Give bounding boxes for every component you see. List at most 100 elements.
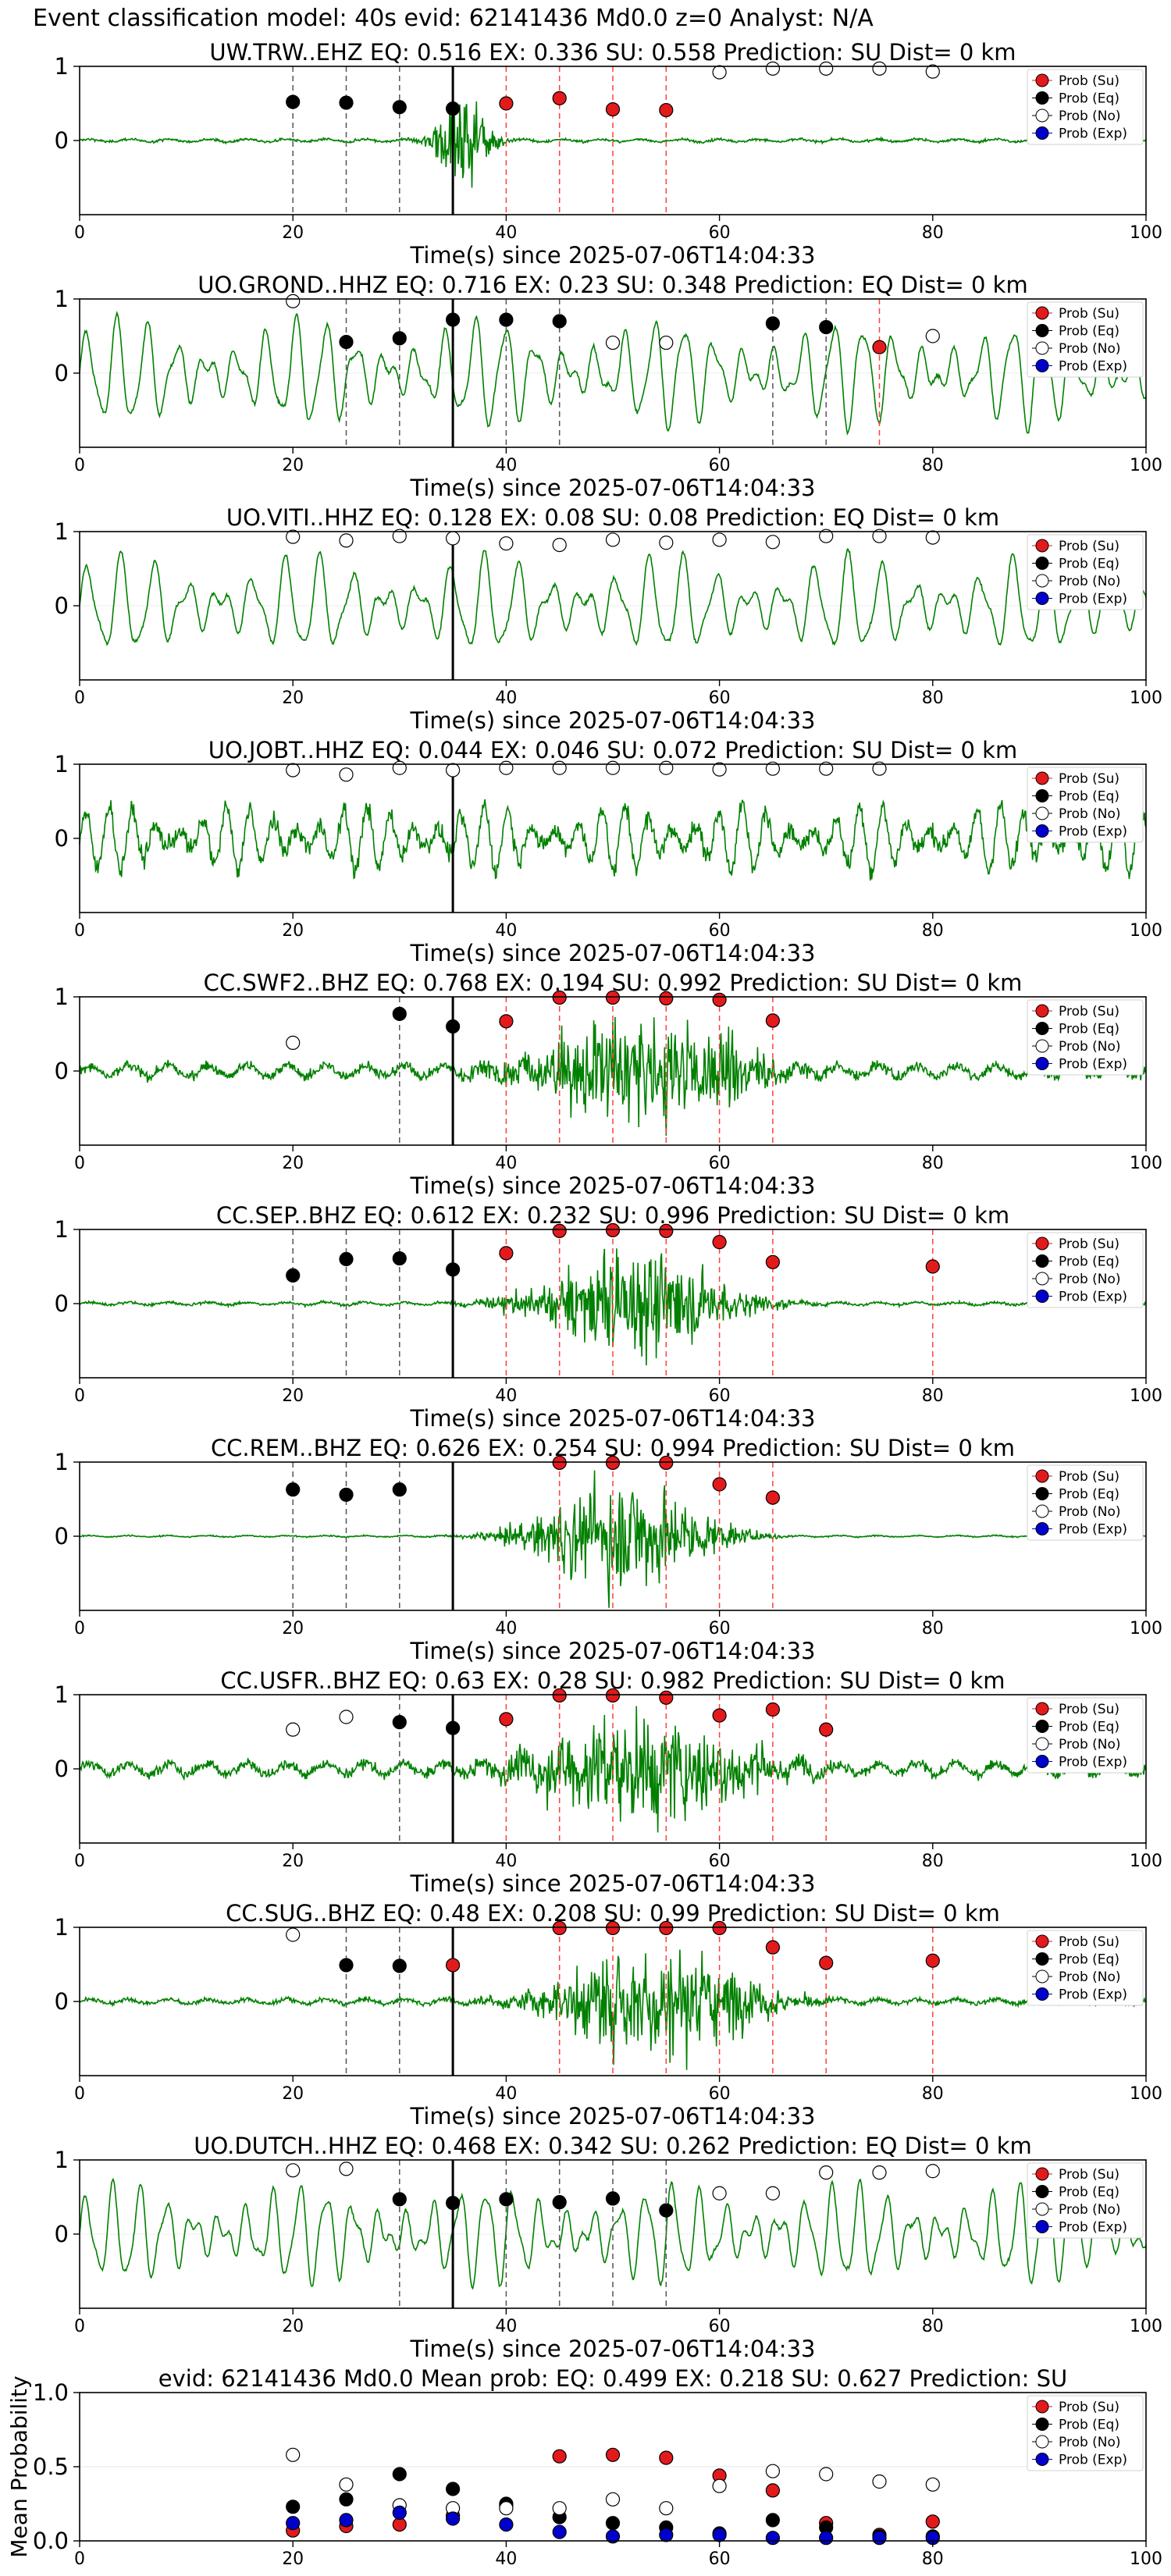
prob-marker-eq	[286, 1268, 301, 1283]
prob-marker-eq	[499, 2192, 514, 2207]
legend-marker	[1035, 1487, 1049, 1500]
prob-marker-eq	[499, 312, 514, 327]
prob-marker-no	[872, 2165, 887, 2180]
prob-marker-su	[925, 1259, 940, 1274]
mean-prob-marker-exp	[765, 2531, 781, 2546]
mean-prob-marker-exp	[552, 2524, 567, 2539]
y-tick-label: 1	[55, 518, 69, 545]
prob-marker-eq	[552, 2195, 567, 2210]
prob-marker-eq	[339, 335, 354, 350]
legend-marker	[1035, 109, 1049, 123]
x-tick-label: 100	[1130, 1852, 1162, 1871]
y-tick-label: 0	[55, 825, 69, 852]
x-axis-label: Time(s) since 2025-07-06T14:04:33	[410, 1638, 816, 1664]
panel-3: UO.VITI..HHZ EQ: 0.128 EX: 0.08 SU: 0.08…	[55, 504, 1162, 734]
waveform-trace	[79, 799, 1147, 881]
prob-marker-no	[659, 535, 674, 550]
legend-label: Prob (Exp)	[1059, 1987, 1127, 2003]
prob-marker-su	[605, 1455, 621, 1471]
mean-prob-marker-exp	[659, 2528, 674, 2542]
prob-marker-su	[552, 1688, 567, 1703]
prob-marker-eq	[659, 2203, 674, 2218]
x-tick-label: 80	[922, 456, 944, 475]
legend-marker	[1035, 1504, 1049, 1518]
legend-marker	[1035, 1969, 1049, 1984]
prob-marker-no	[765, 61, 781, 76]
prob-marker-no	[605, 532, 621, 547]
legend-label: Prob (Exp)	[1059, 359, 1127, 375]
legend-marker	[1035, 1720, 1049, 1733]
prob-marker-su	[819, 1722, 834, 1737]
mean-prob-marker-eq	[445, 2482, 461, 2496]
prob-marker-no	[339, 2161, 354, 2176]
panel-10: UO.DUTCH..HHZ EQ: 0.468 EX: 0.342 SU: 0.…	[55, 2133, 1162, 2362]
mean-prob-marker-eq	[765, 2513, 781, 2528]
x-tick-label: 100	[1130, 223, 1162, 243]
x-tick-label: 20	[282, 2084, 304, 2104]
legend-box	[1027, 1232, 1144, 1308]
x-tick-label: 40	[495, 223, 517, 243]
legend-marker	[1035, 789, 1049, 802]
mean-prob-marker-exp	[392, 2505, 407, 2520]
x-tick-label: 0	[74, 1386, 85, 1406]
legend-box	[1027, 1464, 1144, 1541]
mean-prob-marker-no	[925, 2477, 940, 2492]
legend-marker	[1035, 2167, 1049, 2181]
prob-marker-su	[499, 1246, 514, 1261]
x-tick-label: 100	[1130, 688, 1162, 708]
prob-marker-no	[712, 65, 727, 80]
x-tick-label: 80	[922, 921, 944, 941]
prob-marker-no	[605, 760, 621, 775]
x-tick-label: 20	[282, 1619, 304, 1638]
prob-marker-eq	[339, 1251, 354, 1267]
legend-label: Prob (Su)	[1059, 1702, 1119, 1717]
x-tick-label: 40	[495, 2084, 517, 2104]
x-tick-label: 60	[709, 921, 731, 941]
x-tick-label: 0	[74, 1852, 85, 1871]
waveform-trace	[79, 101, 1147, 188]
x-tick-label: 40	[495, 921, 517, 941]
x-tick-label: 80	[922, 1619, 944, 1638]
prob-marker-su	[872, 340, 887, 354]
legend-label: Prob (Eq)	[1059, 1952, 1119, 1968]
prob-marker-su	[819, 1955, 834, 1970]
legend-label: Prob (Exp)	[1059, 1290, 1127, 1305]
mean-prob-marker-no	[819, 2467, 834, 2482]
prob-marker-no	[286, 529, 301, 544]
legend-box	[1027, 1930, 1144, 2006]
legend-marker	[1035, 2185, 1049, 2198]
prob-marker-su	[499, 96, 514, 111]
legend-marker	[1035, 1737, 1049, 1751]
x-tick-label: 20	[282, 2317, 304, 2336]
panel-6: CC.SEP..BHZ EQ: 0.612 EX: 0.232 SU: 0.99…	[55, 1202, 1162, 1432]
prob-marker-eq	[392, 1959, 407, 1973]
prob-marker-no	[765, 535, 781, 550]
x-tick-label: 80	[922, 1386, 944, 1406]
prob-marker-no	[819, 2165, 834, 2180]
prob-marker-su	[712, 1477, 727, 1492]
y-tick-label: 0	[55, 127, 69, 154]
x-tick-label: 20	[282, 456, 304, 475]
x-tick-label: 0	[74, 1619, 85, 1638]
x-tick-label: 40	[495, 1852, 517, 1871]
prob-marker-su	[552, 1455, 567, 1471]
prob-marker-su	[659, 102, 674, 118]
legend-marker	[1035, 73, 1049, 87]
x-tick-label: 100	[1130, 1154, 1162, 1173]
legend-marker	[1035, 2400, 1049, 2414]
x-tick-label: 100	[1130, 921, 1162, 941]
prob-marker-no	[659, 335, 674, 350]
prob-marker-no	[286, 1035, 301, 1051]
prob-marker-eq	[445, 1262, 461, 1277]
x-tick-label: 40	[495, 688, 517, 708]
prob-marker-no	[872, 528, 887, 543]
panel-title: UW.TRW..EHZ EQ: 0.516 EX: 0.336 SU: 0.55…	[209, 39, 1016, 66]
x-tick-label: 80	[922, 688, 944, 708]
legend-marker	[1035, 592, 1049, 605]
legend-label: Prob (No)	[1059, 2202, 1121, 2218]
legend-marker	[1035, 1272, 1049, 1286]
x-tick-label: 60	[709, 1386, 731, 1406]
x-tick-label: 100	[1130, 1619, 1162, 1638]
prob-marker-no	[925, 64, 940, 79]
y-tick-label: 0	[55, 360, 69, 386]
